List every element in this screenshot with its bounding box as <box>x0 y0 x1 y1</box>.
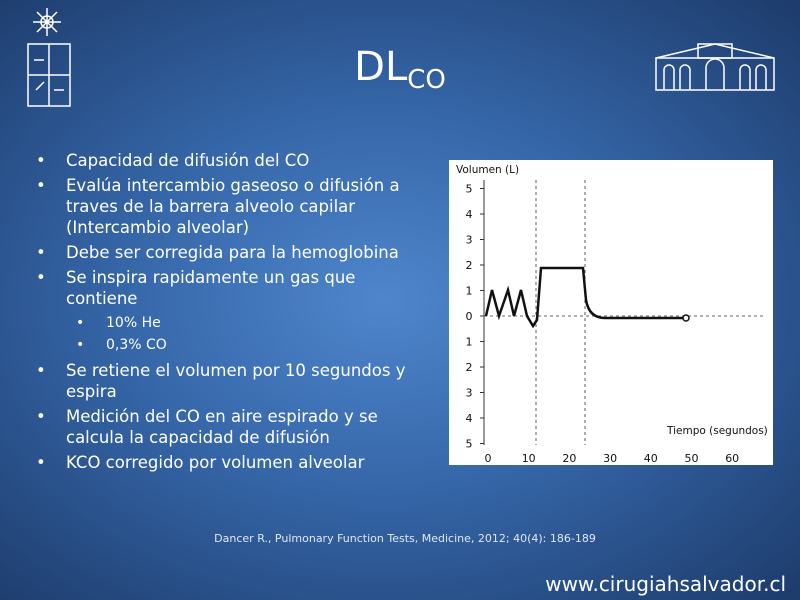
bullet: Debe ser corregida para la hemoglobina <box>36 242 426 263</box>
figure-background <box>449 160 773 465</box>
y-tick-label: 4 <box>466 208 473 221</box>
y-tick-label: 1 <box>466 285 473 298</box>
y-tick-label: 0 <box>466 310 473 323</box>
y-tick-label: 4 <box>466 412 473 425</box>
university-crest <box>27 8 71 107</box>
x-tick-label: 20 <box>562 452 576 465</box>
x-axis-label: Tiempo (segundos) <box>666 425 768 437</box>
x-tick-label: 50 <box>685 452 699 465</box>
curve-end <box>682 314 690 322</box>
bullet: KCO corregido por volumen alveolar <box>36 452 426 473</box>
bullet-text: KCO corregido por volumen alveolar <box>66 453 365 472</box>
bullet-text: Se retiene el volumen por 10 segundos y … <box>66 361 406 401</box>
sub-bullet: 0,3% CO <box>66 334 426 356</box>
bullet: Capacidad de difusión del CO <box>36 150 426 171</box>
x-tick-label: 10 <box>522 452 536 465</box>
citation: Dancer R., Pulmonary Function Tests, Med… <box>214 532 596 545</box>
title-main: DL <box>354 44 408 90</box>
volume-curve <box>484 266 683 329</box>
y-axis-label: Volumen (L) <box>456 164 519 176</box>
bullet: Medición del CO en aire espirado y se ca… <box>36 406 426 448</box>
x-tick-label: 0 <box>485 452 492 465</box>
bullet-text: Debe ser corregida para la hemoglobina <box>66 243 399 262</box>
bullet: Evalúa intercambio gaseoso o difusión a … <box>36 175 426 238</box>
bullet-text: Evalúa intercambio gaseoso o difusión a … <box>66 176 400 237</box>
y-tick-label: 1 <box>466 336 473 349</box>
hospital-building <box>655 43 775 91</box>
bullet-text: Se inspira rapidamente un gas que contie… <box>66 268 356 308</box>
bullet: Se inspira rapidamente un gas que contie… <box>36 267 426 356</box>
sub-list: 10% He0,3% CO <box>66 312 426 356</box>
title-subscript: CO <box>407 65 446 95</box>
bullet-list: Capacidad de difusión del CO Evalúa inter… <box>36 150 426 477</box>
x-tick-label: 30 <box>603 452 617 465</box>
bullet-text: Medición del CO en aire espirado y se ca… <box>66 407 378 447</box>
x-tick-label: 60 <box>725 452 739 465</box>
bullet: Se retiene el volumen por 10 segundos y … <box>36 360 426 402</box>
y-tick-label: 3 <box>466 387 473 400</box>
y-tick-label: 2 <box>466 259 473 272</box>
y-tick-label: 5 <box>466 438 473 451</box>
y-tick-label: 2 <box>466 361 473 374</box>
sub-bullet: 10% He <box>66 312 426 334</box>
y-tick-label: 5 <box>466 183 473 196</box>
bullet-text: Capacidad de difusión del CO <box>66 151 310 170</box>
x-tick-label: 40 <box>644 452 658 465</box>
website: www.cirugiahsalvador.cl <box>545 572 786 596</box>
slide-title: DLCO <box>0 44 800 95</box>
y-tick-label: 3 <box>466 234 473 247</box>
